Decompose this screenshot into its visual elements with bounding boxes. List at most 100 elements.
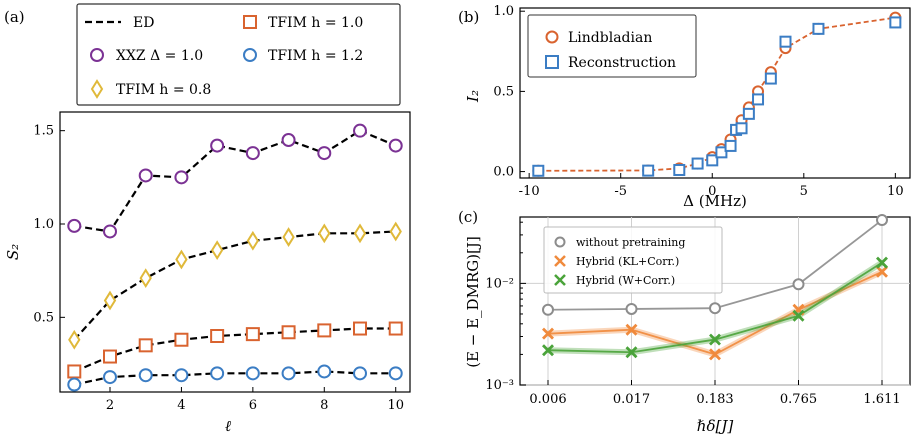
legend-a-xxz-label: XXZ Δ = 1.0 — [116, 48, 203, 64]
data-point — [673, 163, 686, 176]
data-point — [68, 329, 81, 350]
data-point — [281, 325, 296, 340]
data-point — [246, 230, 260, 251]
data-point — [779, 35, 792, 48]
x-tick-label: -10 — [519, 184, 540, 199]
data-point — [175, 249, 188, 270]
plot-a-lines — [73, 129, 397, 386]
data-point — [138, 168, 153, 183]
data-point — [318, 223, 331, 244]
plot-a-ylabel: S₂ — [4, 244, 22, 260]
x-tick-label: 4 — [177, 398, 185, 413]
x-tick-label: 6 — [249, 398, 257, 413]
x-tick-label: 0.183 — [696, 392, 733, 407]
panel-label-c: (c) — [458, 208, 478, 226]
plot-b-frame — [519, 7, 911, 179]
y-tick-label: 0.5 — [33, 310, 54, 325]
plot-b-ticks: -10 -5 0 5 10 0.0 0.5 1.0 — [493, 4, 903, 199]
y-tick-label: 0.0 — [493, 165, 514, 180]
data-point — [282, 227, 295, 247]
panel-label-b: (b) — [458, 8, 479, 26]
data-point — [625, 346, 638, 359]
data-point — [139, 268, 152, 289]
data-point — [281, 366, 296, 381]
data-point — [353, 223, 367, 244]
data-point — [67, 218, 82, 233]
data-point — [281, 133, 296, 147]
legend-c-kl-label: Hybrid (KL+Corr.) — [576, 255, 679, 268]
legend-b-lind-marker — [545, 30, 559, 44]
data-point — [388, 138, 403, 153]
data-point — [353, 321, 367, 336]
data-point — [724, 139, 737, 152]
data-point — [388, 366, 403, 381]
x-tick-label: 0.017 — [613, 392, 650, 407]
plot-c-markers — [542, 214, 888, 361]
data-point — [245, 327, 260, 342]
data-point — [388, 321, 403, 336]
x-tick-label: 1.611 — [863, 392, 900, 407]
legend-a-tfim10-marker — [243, 15, 257, 29]
data-point — [876, 214, 888, 227]
data-point — [889, 16, 902, 29]
data-point — [174, 170, 189, 185]
data-point — [792, 278, 805, 291]
data-point — [709, 333, 721, 346]
data-point — [625, 323, 638, 336]
y-tick-label: 0.5 — [493, 84, 514, 99]
legend-a-tfim08-marker — [90, 79, 104, 99]
legend-a-ed-label: ED — [133, 15, 154, 31]
data-point — [67, 377, 82, 392]
data-point — [138, 368, 153, 383]
plot-c-ylabel: (E − E_DMRG)[J] — [464, 236, 482, 368]
data-point — [642, 164, 655, 177]
legend-c-kl-marker — [554, 255, 566, 267]
legend-c-w-marker — [554, 274, 566, 286]
data-point — [103, 349, 117, 364]
data-point — [715, 146, 728, 159]
plot-b-xlabel: Δ (MHz) — [683, 192, 747, 210]
legend-b-box — [527, 14, 697, 78]
y-tick-label: 10⁻³ — [485, 378, 514, 393]
data-point — [245, 366, 260, 381]
series-line-ed — [74, 129, 397, 233]
data-point — [353, 123, 367, 138]
y-tick-label: 10⁻² — [485, 276, 514, 291]
series-line-ed — [73, 327, 396, 373]
data-point — [174, 332, 189, 347]
data-point — [542, 344, 554, 357]
data-point — [876, 265, 888, 278]
data-point — [812, 22, 825, 35]
legend-b-recon-label: Reconstruction — [568, 55, 676, 71]
plot-a-xlabel: ℓ — [225, 417, 231, 435]
legend-a-tfim08-label: TFIM h = 0.8 — [116, 82, 211, 98]
plot-a-ticks: 2 4 6 8 10 0.5 1.0 1.5 — [33, 124, 404, 413]
x-tick-label: 0 — [708, 184, 716, 199]
legend-a-tfim12-label: TFIM h = 1.2 — [268, 48, 363, 64]
plot-a-markers — [67, 123, 403, 392]
plot-b-ylabel: I₂ — [464, 90, 482, 103]
data-point — [532, 164, 545, 177]
plot-b-markers — [532, 11, 902, 177]
panel-label-a: (a) — [4, 8, 25, 26]
data-point — [210, 240, 224, 261]
x-tick-label: 5 — [800, 184, 808, 199]
data-point — [245, 146, 260, 161]
legend-a-tfim12-marker — [243, 48, 257, 62]
plot-c-ticks: 0.006 0.017 0.183 0.765 1.611 10⁻³ 10⁻² — [485, 221, 901, 407]
legend-a-box — [76, 3, 401, 106]
legend-b-lind-label: Lindbladian — [568, 30, 652, 46]
x-tick-label: 0.765 — [780, 392, 817, 407]
y-tick-label: 1.0 — [493, 4, 514, 19]
x-tick-label: 10 — [387, 398, 404, 413]
data-point — [389, 221, 402, 242]
data-point — [876, 256, 888, 269]
data-point — [542, 327, 554, 340]
series-line-ed — [74, 370, 396, 386]
data-point — [67, 364, 82, 379]
x-tick-label: 10 — [887, 184, 904, 199]
data-point — [210, 366, 225, 381]
data-point — [353, 366, 367, 381]
data-point — [706, 154, 719, 167]
data-point — [103, 290, 117, 311]
